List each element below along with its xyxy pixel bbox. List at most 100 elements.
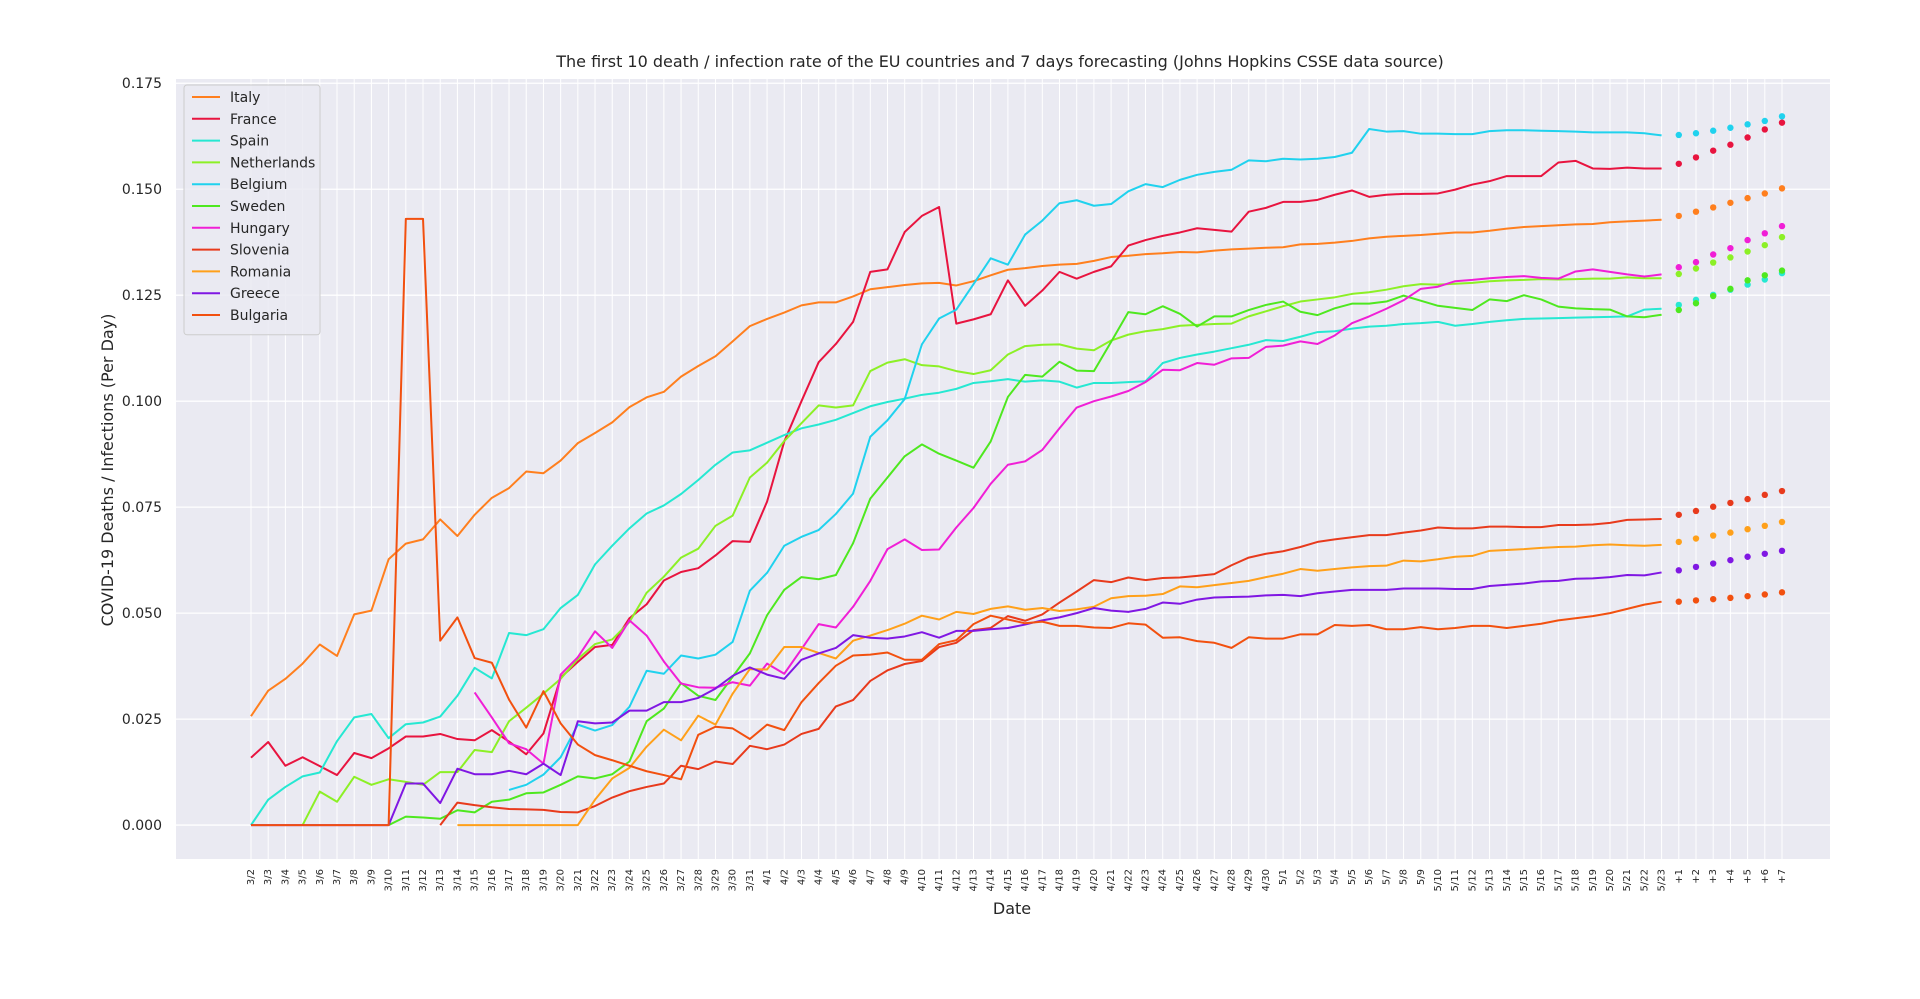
forecast-point-greece	[1778, 547, 1786, 555]
x-tick-label: 4/12	[951, 869, 962, 891]
forecast-point-italy	[1744, 194, 1751, 202]
x-tick-label: 4/22	[1123, 869, 1134, 891]
x-tick-label: +2	[1691, 869, 1702, 884]
forecast-point-italy	[1727, 199, 1734, 206]
x-tick-label: 4/14	[986, 869, 997, 891]
forecast-point-bulgaria	[1692, 597, 1700, 604]
forecast-point-slovenia	[1727, 499, 1734, 507]
x-tick-label: 4/18	[1055, 869, 1066, 891]
forecast-point-netherlands	[1778, 233, 1786, 241]
series-lines	[250, 128, 1662, 827]
forecast-point-slovenia	[1744, 495, 1751, 503]
forecast-point-greece	[1761, 550, 1768, 557]
x-tick-label: 3/28	[693, 869, 704, 891]
x-tick-label: 3/16	[487, 869, 498, 891]
y-tick-label: 0.150	[122, 182, 162, 198]
x-tick-label: 3/25	[642, 869, 653, 891]
x-tick-label: 4/3	[796, 869, 807, 885]
x-tick-label: 3/23	[607, 869, 618, 891]
y-tick-label: 0.025	[122, 712, 162, 728]
x-tick-label: 4/9	[900, 869, 911, 885]
forecast-point-romania	[1761, 522, 1768, 530]
forecast-point-netherlands	[1727, 254, 1734, 261]
x-tick-label: 3/20	[556, 869, 567, 891]
x-tick-label: 4/26	[1192, 869, 1203, 891]
x-tick-label: +7	[1777, 869, 1788, 884]
x-tick-label: +5	[1743, 869, 1754, 884]
x-tick-label: 4/15	[1003, 869, 1014, 891]
forecast-point-romania	[1692, 535, 1700, 542]
forecast-point-greece	[1709, 560, 1717, 567]
forecast-point-sweden	[1778, 267, 1786, 274]
x-tick-label: +3	[1708, 869, 1719, 884]
forecast-point-hungary	[1709, 251, 1717, 258]
x-tick-label: 3/18	[521, 869, 532, 891]
x-tick-label: 3/27	[676, 869, 687, 891]
series-line-italy	[250, 218, 1662, 717]
x-tick-label: 3/24	[624, 869, 635, 891]
forecast-point-greece	[1727, 556, 1734, 564]
series-line-spain	[250, 307, 1662, 826]
x-tick-label: 4/2	[779, 869, 790, 885]
x-tick-label: 4/11	[934, 869, 945, 891]
legend-label: Sweden	[230, 199, 285, 215]
forecast-point-sweden	[1761, 272, 1768, 279]
forecast-point-bulgaria	[1761, 591, 1768, 598]
series-line-belgium	[508, 128, 1662, 791]
forecast-point-greece	[1675, 567, 1682, 574]
x-tick-label: 4/16	[1020, 869, 1031, 891]
x-tick-label: 5/7	[1381, 869, 1392, 885]
x-tick-label: 5/4	[1330, 869, 1341, 885]
x-tick-label: 3/13	[435, 869, 446, 891]
x-tick-label: 5/9	[1416, 869, 1427, 885]
x-tick-label: 4/29	[1244, 869, 1255, 891]
x-tick-label: 5/5	[1347, 869, 1358, 885]
x-tick-label: 5/15	[1519, 869, 1530, 891]
legend-label: Slovenia	[230, 243, 290, 259]
forecast-point-romania	[1675, 538, 1682, 546]
forecast-point-romania	[1744, 525, 1751, 533]
forecast-point-sweden	[1675, 306, 1682, 314]
forecast-point-sweden	[1692, 300, 1700, 307]
series-line-hungary	[473, 268, 1662, 765]
forecast-point-slovenia	[1709, 503, 1717, 510]
forecast-point-netherlands	[1744, 248, 1751, 255]
forecast-point-hungary	[1727, 244, 1734, 252]
x-tick-label: 5/12	[1467, 869, 1478, 891]
x-tick-label: +1	[1674, 869, 1685, 884]
x-tick-label: 5/20	[1605, 869, 1616, 891]
y-tick-label: 0.075	[122, 500, 162, 516]
x-tick-label: 5/1	[1278, 869, 1289, 885]
x-tick-label: 3/3	[263, 869, 274, 885]
x-tick-label: 4/25	[1175, 869, 1186, 891]
forecast-point-france	[1692, 154, 1700, 161]
x-tick-label: 4/7	[865, 869, 876, 885]
forecast-point-bulgaria	[1778, 589, 1786, 596]
x-tick-label: 3/17	[504, 869, 515, 891]
forecast-point-slovenia	[1778, 487, 1786, 495]
forecast-point-romania	[1778, 518, 1786, 526]
series-line-greece	[251, 571, 1662, 827]
x-tick-label: 4/1	[762, 869, 773, 885]
forecast-point-belgium	[1675, 131, 1682, 139]
x-tick-label: 3/4	[280, 869, 291, 885]
y-axis-ticks: 0.000 0.025 0.050 0.075 0.100 0.125 0.150 0.175	[122, 76, 162, 834]
x-tick-label: 4/28	[1227, 869, 1238, 891]
forecast-point-bulgaria	[1727, 594, 1734, 602]
forecast-point-sweden	[1744, 277, 1751, 284]
y-tick-label: 0.125	[122, 288, 162, 304]
forecast-point-france	[1744, 134, 1751, 141]
x-tick-label: +6	[1760, 869, 1771, 884]
x-tick-label: 4/20	[1089, 869, 1100, 891]
series-line-slovenia	[439, 518, 1662, 826]
series-line-romania	[457, 543, 1662, 827]
x-tick-label: 3/10	[384, 869, 395, 891]
x-tick-label: 5/17	[1553, 869, 1564, 891]
forecast-point-bulgaria	[1675, 598, 1682, 605]
forecast-point-italy	[1692, 208, 1700, 215]
y-tick-label: 0.100	[122, 394, 162, 410]
x-tick-label: 4/4	[814, 869, 825, 885]
forecast-point-romania	[1727, 529, 1734, 536]
y-axis-label: COVID-19 Deaths / Infections (Per Day)	[98, 314, 117, 627]
y-tick-label: 0.175	[122, 76, 162, 92]
